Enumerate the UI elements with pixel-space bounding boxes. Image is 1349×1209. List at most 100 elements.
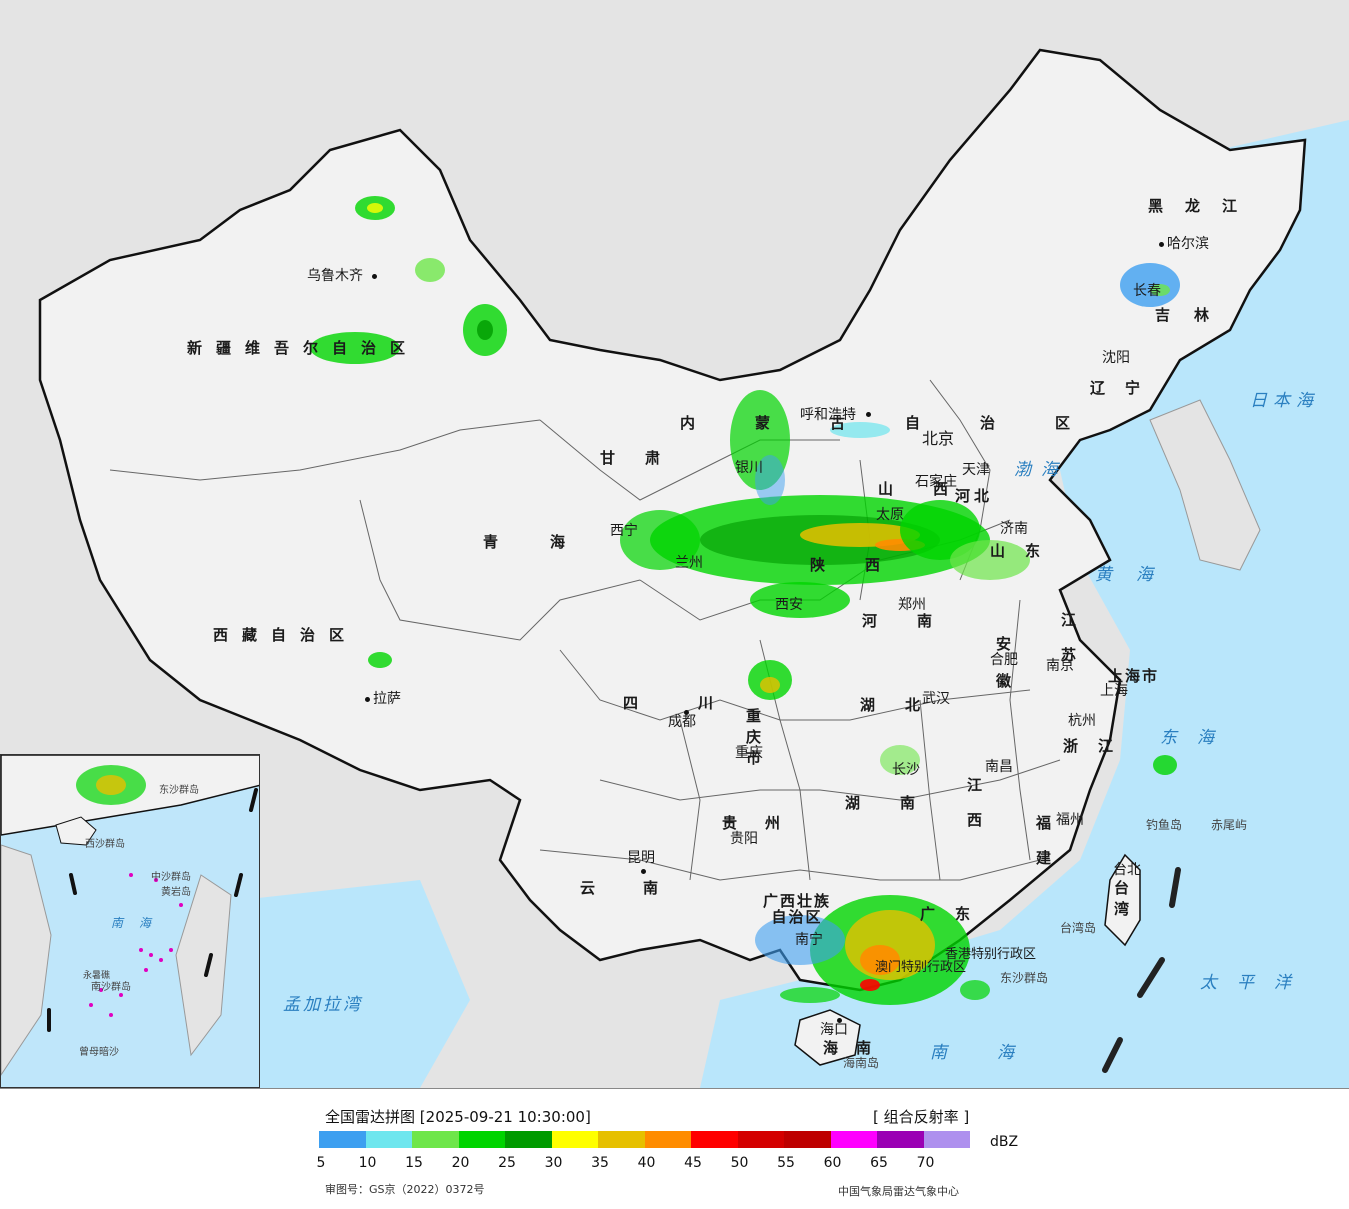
region-henan: 河南 <box>862 612 973 630</box>
city-beijing: 北京 <box>922 429 955 448</box>
scale-tick-label: 10 <box>358 1155 377 1171</box>
product-name: [ 组合反射率 ] <box>873 1108 970 1126</box>
scale-tick-label: 60 <box>823 1155 842 1171</box>
color-swatch <box>365 1131 412 1148</box>
color-swatch <box>551 1131 598 1148</box>
region-gansu: 甘肃 <box>600 449 691 467</box>
city-fuzhou: 福州 <box>1056 812 1084 828</box>
region-chongqing: 重庆市 <box>744 708 762 771</box>
city-xian: 西安 <box>775 597 803 613</box>
region-hainan: 海南 <box>823 1039 890 1057</box>
bay-of-bengal <box>240 880 470 1088</box>
city-chongqing: 重庆 <box>735 745 763 761</box>
region-jiangsu: 江苏 <box>1059 612 1077 682</box>
region-zhejiang: 浙江 <box>1063 737 1134 755</box>
region-fujian: 福建 <box>1034 815 1052 885</box>
hainan-shape <box>794 1009 861 1066</box>
region-anhui: 安徽 <box>994 636 1012 710</box>
city-changsha: 长沙 <box>892 762 920 778</box>
city-shanghai: 上海 <box>1100 683 1128 699</box>
city-hangzhou: 杭州 <box>1068 713 1096 729</box>
region-sichuan: 四川 <box>623 694 774 712</box>
city-nanchang: 南昌 <box>985 759 1013 775</box>
region-shanxi: 山西 <box>878 480 989 498</box>
south-china-sea-inset: 东沙群岛 西沙群岛 中沙群岛 黄岩岛 南海 南沙群岛 永暑礁 曾母暗沙 <box>0 754 260 1088</box>
inset-huangyan: 黄岩岛 <box>161 887 191 898</box>
city-taipei: 台北 <box>1113 862 1141 878</box>
island-hainan: 海南岛 <box>843 1056 880 1070</box>
scale-tick-label: 35 <box>591 1155 609 1171</box>
city-harbin: 哈尔滨 <box>1167 236 1209 252</box>
color-swatch <box>877 1131 924 1148</box>
scale-tick-label: 55 <box>777 1155 795 1171</box>
color-scale-bar <box>319 1131 970 1148</box>
taiwan-shape <box>1104 853 1141 947</box>
region-xinjiang: 新疆维吾尔自治区 <box>187 339 420 357</box>
region-hubei: 湖北 <box>860 696 951 714</box>
region-guangdong: 广东 <box>920 905 991 923</box>
scale-tick-label: 30 <box>544 1155 563 1171</box>
region-liaoning: 辽宁 <box>1090 379 1161 397</box>
island-diaoyu: 钓鱼岛 <box>1146 818 1183 832</box>
maritime-boundary <box>1102 867 1181 1073</box>
city-lhasa: 拉萨 <box>373 691 401 707</box>
city-chengdu: 成都 <box>668 714 696 730</box>
city-kunming: 昆明 <box>627 850 655 866</box>
region-taiwan: 台湾 <box>1112 880 1130 922</box>
city-yinchuan: 银川 <box>735 460 763 476</box>
region-jiangxi: 江西 <box>965 777 983 847</box>
sea-bohai: 渤海 <box>1014 460 1068 480</box>
korea-japan <box>1149 399 1261 571</box>
color-swatch <box>644 1131 691 1148</box>
region-yunnan: 云南 <box>580 879 707 897</box>
city-xining: 西宁 <box>610 523 638 539</box>
data-credit: 中国气象局雷达气象中心 <box>838 1185 959 1198</box>
city-hefei: 合肥 <box>990 652 1018 668</box>
city-dot <box>372 274 377 279</box>
map-approval-number: 审图号：GS京（2022）0372号 <box>325 1183 485 1196</box>
region-hebei: 河北 <box>955 487 994 505</box>
sea-mengjialawan: 孟加拉湾 <box>283 995 363 1015</box>
sea-huanghai: 黄海 <box>1095 565 1177 585</box>
region-jilin: 吉林 <box>1155 306 1234 324</box>
city-nanjing: 南京 <box>1046 658 1074 674</box>
city-guiyang: 贵阳 <box>730 831 758 847</box>
city-dot <box>1159 242 1164 247</box>
region-shandong: 山东 <box>990 542 1061 560</box>
region-xizang: 西藏自治区 <box>213 626 359 644</box>
city-haikou: 海口 <box>820 1022 848 1038</box>
island-dongsha: 东沙群岛 <box>1000 971 1049 985</box>
inset-dongsha: 东沙群岛 <box>159 785 199 796</box>
legend-panel: 全国雷达拼图 [2025-09-21 10:30:00] [ 组合反射率 ] d… <box>0 1088 1349 1209</box>
city-shijiazhuang: 石家庄 <box>915 474 957 490</box>
color-swatch <box>923 1131 970 1148</box>
inset-canvas <box>1 755 259 1076</box>
color-swatch <box>412 1131 459 1148</box>
scale-tick-label: 15 <box>405 1155 423 1171</box>
city-dot <box>365 697 370 702</box>
color-swatch <box>691 1131 738 1148</box>
color-swatch <box>598 1131 645 1148</box>
inset-yongshu: 永暑礁 <box>83 971 111 981</box>
city-nanning: 南宁 <box>795 932 823 948</box>
island-taiwan: 台湾岛 <box>1060 921 1097 935</box>
city-shenyang: 沈阳 <box>1102 350 1130 366</box>
city-zhengzhou: 郑州 <box>898 597 926 613</box>
inset-nanhai: 南海 <box>111 916 168 930</box>
color-swatch <box>319 1131 366 1148</box>
region-macau: 澳门特别行政区 <box>875 960 967 975</box>
region-shanghai: 上海市 <box>1108 667 1160 685</box>
color-swatch <box>458 1131 505 1148</box>
region-shaanxi: 陕西 <box>810 556 921 574</box>
sea-taipingyang: 太平洋 <box>1200 973 1311 993</box>
radar-map[interactable]: 新疆维吾尔自治区 西藏自治区 青海 甘肃 内蒙古自治区 黑龙江 吉林 辽宁 河北… <box>0 0 1349 1088</box>
region-neimenggu: 内蒙古自治区 <box>680 414 1131 432</box>
city-dot <box>641 869 646 874</box>
map-title: 全国雷达拼图 <box>325 1108 416 1126</box>
region-guizhou: 贵州 <box>722 814 809 832</box>
sea-nanhai: 南海 <box>930 1043 1064 1063</box>
legend-title: 全国雷达拼图 [2025-09-21 10:30:00] <box>325 1106 591 1127</box>
inset-zengmu: 曾母暗沙 <box>79 1047 119 1058</box>
scale-tick-label: 65 <box>870 1155 888 1171</box>
island-chiwei: 赤尾屿 <box>1211 818 1248 832</box>
